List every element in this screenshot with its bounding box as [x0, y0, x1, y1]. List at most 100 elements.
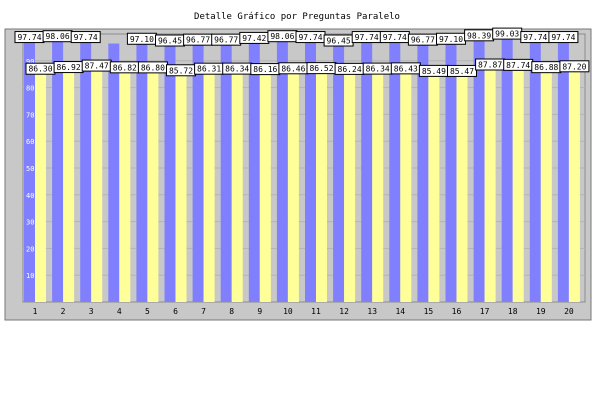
- data-label-series-2: 86.34: [225, 65, 249, 74]
- x-tick-label: 17: [480, 307, 490, 316]
- y-tick-label: 10: [26, 272, 34, 280]
- data-label-series-1: 96.77: [186, 36, 210, 45]
- x-tick-label: 2: [61, 307, 66, 316]
- data-label-series-2: 85.72: [169, 66, 193, 75]
- bar-series-1: [473, 38, 485, 303]
- bar-series-2: [175, 72, 187, 302]
- x-tick-label: 10: [283, 307, 293, 316]
- data-label-series-1: 97.74: [551, 33, 575, 42]
- bar-series-1: [192, 42, 204, 302]
- x-tick-label: 8: [229, 307, 234, 316]
- bar-series-1: [417, 42, 429, 302]
- data-label-series-1-box: [70, 31, 101, 44]
- bar-series-2: [456, 72, 468, 302]
- data-label-series-2: 87.87: [478, 61, 502, 70]
- data-label-series-2: 86.43: [394, 64, 418, 73]
- data-label-series-2: 86.92: [57, 63, 81, 72]
- bar-series-1: [557, 40, 569, 303]
- data-label-series-2: 85.49: [422, 67, 446, 76]
- data-label-series-1: 97.74: [74, 33, 98, 42]
- bar-series-1: [501, 36, 513, 302]
- bar-series-1: [136, 41, 148, 302]
- bar-series-2: [231, 70, 243, 303]
- x-tick-label: 13: [367, 307, 377, 316]
- x-tick-label: 9: [257, 307, 262, 316]
- bar-series-2: [287, 70, 299, 302]
- data-label-series-1: 97.42: [242, 34, 266, 43]
- data-label-series-1: 96.45: [158, 37, 182, 46]
- data-label-series-2: 87.74: [506, 61, 530, 70]
- data-label-series-1: 98.39: [467, 31, 491, 40]
- bar-series-2: [344, 70, 356, 302]
- bar-series-2: [512, 66, 524, 302]
- bar-series-1: [333, 43, 345, 302]
- bar-series-1: [276, 39, 288, 303]
- bar-series-1: [361, 40, 373, 303]
- x-tick-label: 11: [311, 307, 321, 316]
- data-label-series-2-box: [559, 60, 590, 73]
- y-tick-label: 20: [26, 245, 34, 253]
- bar-series-2: [372, 70, 384, 303]
- bar-series-1: [24, 40, 35, 303]
- data-label-series-2: 86.30: [28, 65, 52, 74]
- y-ticks: 10 20 30 40 50 60 70 80 90: [26, 58, 34, 280]
- bar-series-2: [568, 68, 580, 302]
- data-label-series-2-box: [447, 64, 477, 77]
- bar-series-2: [35, 70, 46, 302]
- data-label-series-2: 85.47: [450, 67, 474, 76]
- bar-series-2: [316, 70, 327, 302]
- bar-series-2: [63, 69, 75, 302]
- x-tick-label: 19: [536, 307, 546, 316]
- data-label-series-1: 97.74: [17, 33, 41, 42]
- x-tick-label: 4: [117, 307, 122, 316]
- bar-series-2: [428, 72, 440, 302]
- y-tick-label: 80: [26, 85, 34, 93]
- bar-series-2: [147, 69, 159, 302]
- bar-series-2: [119, 69, 131, 302]
- bar-series-2: [91, 67, 103, 302]
- data-label-series-1: 96.77: [214, 36, 238, 45]
- x-tick-label: 6: [173, 307, 178, 316]
- x-tick-label: 18: [508, 307, 518, 316]
- bar-series-1: [220, 42, 232, 302]
- bar-series-1: [305, 40, 316, 303]
- bar-series-2: [540, 69, 552, 303]
- data-label-series-2: 86.52: [309, 64, 333, 73]
- data-label-series-1-box: [548, 31, 579, 44]
- data-label-series-1: 97.74: [523, 33, 547, 42]
- data-label-series-2: 87.47: [85, 62, 109, 71]
- data-label-series-1: 97.74: [298, 33, 322, 42]
- data-label-series-2: 86.46: [281, 64, 305, 73]
- bar-series-2: [259, 71, 271, 302]
- data-label-series-1: 96.77: [411, 36, 435, 45]
- data-label-series-1: 97.74: [383, 33, 407, 42]
- bar-series-2: [203, 70, 215, 302]
- bar-series-1: [108, 43, 120, 302]
- data-label-series-2: 86.31: [197, 65, 221, 74]
- y-tick-label: 40: [26, 192, 34, 200]
- bar-series-1: [445, 41, 457, 302]
- data-label-series-2: 86.34: [366, 65, 390, 74]
- y-tick-label: 90: [26, 58, 34, 66]
- data-label-series-1: 97.10: [439, 35, 463, 44]
- x-tick-label: 5: [145, 307, 150, 316]
- data-label-series-2: 86.88: [534, 63, 558, 72]
- x-tick-label: 20: [564, 307, 574, 316]
- bar-series-1: [389, 40, 401, 303]
- y-tick-label: 70: [26, 111, 34, 119]
- data-label-series-2: 86.16: [253, 65, 277, 74]
- y-tick-label: 60: [26, 138, 34, 146]
- data-label-series-1: 98.06: [46, 32, 70, 41]
- data-label-series-2: 86.82: [113, 63, 137, 72]
- x-tick-label: 3: [89, 307, 94, 316]
- bar-series-1: [248, 40, 260, 302]
- bars-layer: [24, 36, 580, 303]
- x-tick-label: 16: [452, 307, 462, 316]
- data-label-series-2: 87.20: [562, 62, 586, 71]
- data-label-series-2: 86.24: [338, 65, 362, 74]
- data-label-series-1: 98.06: [270, 32, 294, 41]
- x-tick-label: 15: [424, 307, 434, 316]
- data-labels: 86.30 86.92 87.47 86.82 86.80 85.72 86.31 86.34…: [14, 27, 590, 77]
- data-label-series-1: 99.03: [495, 30, 519, 39]
